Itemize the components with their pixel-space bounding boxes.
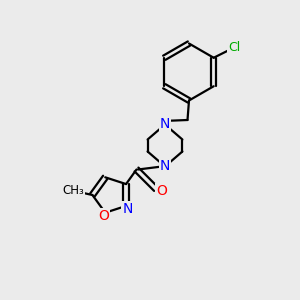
- Text: O: O: [156, 184, 167, 198]
- Text: N: N: [160, 118, 170, 131]
- Text: Cl: Cl: [228, 41, 240, 54]
- Text: N: N: [160, 160, 170, 173]
- Text: N: N: [122, 202, 133, 216]
- Text: O: O: [98, 209, 109, 223]
- Text: CH₃: CH₃: [62, 184, 84, 197]
